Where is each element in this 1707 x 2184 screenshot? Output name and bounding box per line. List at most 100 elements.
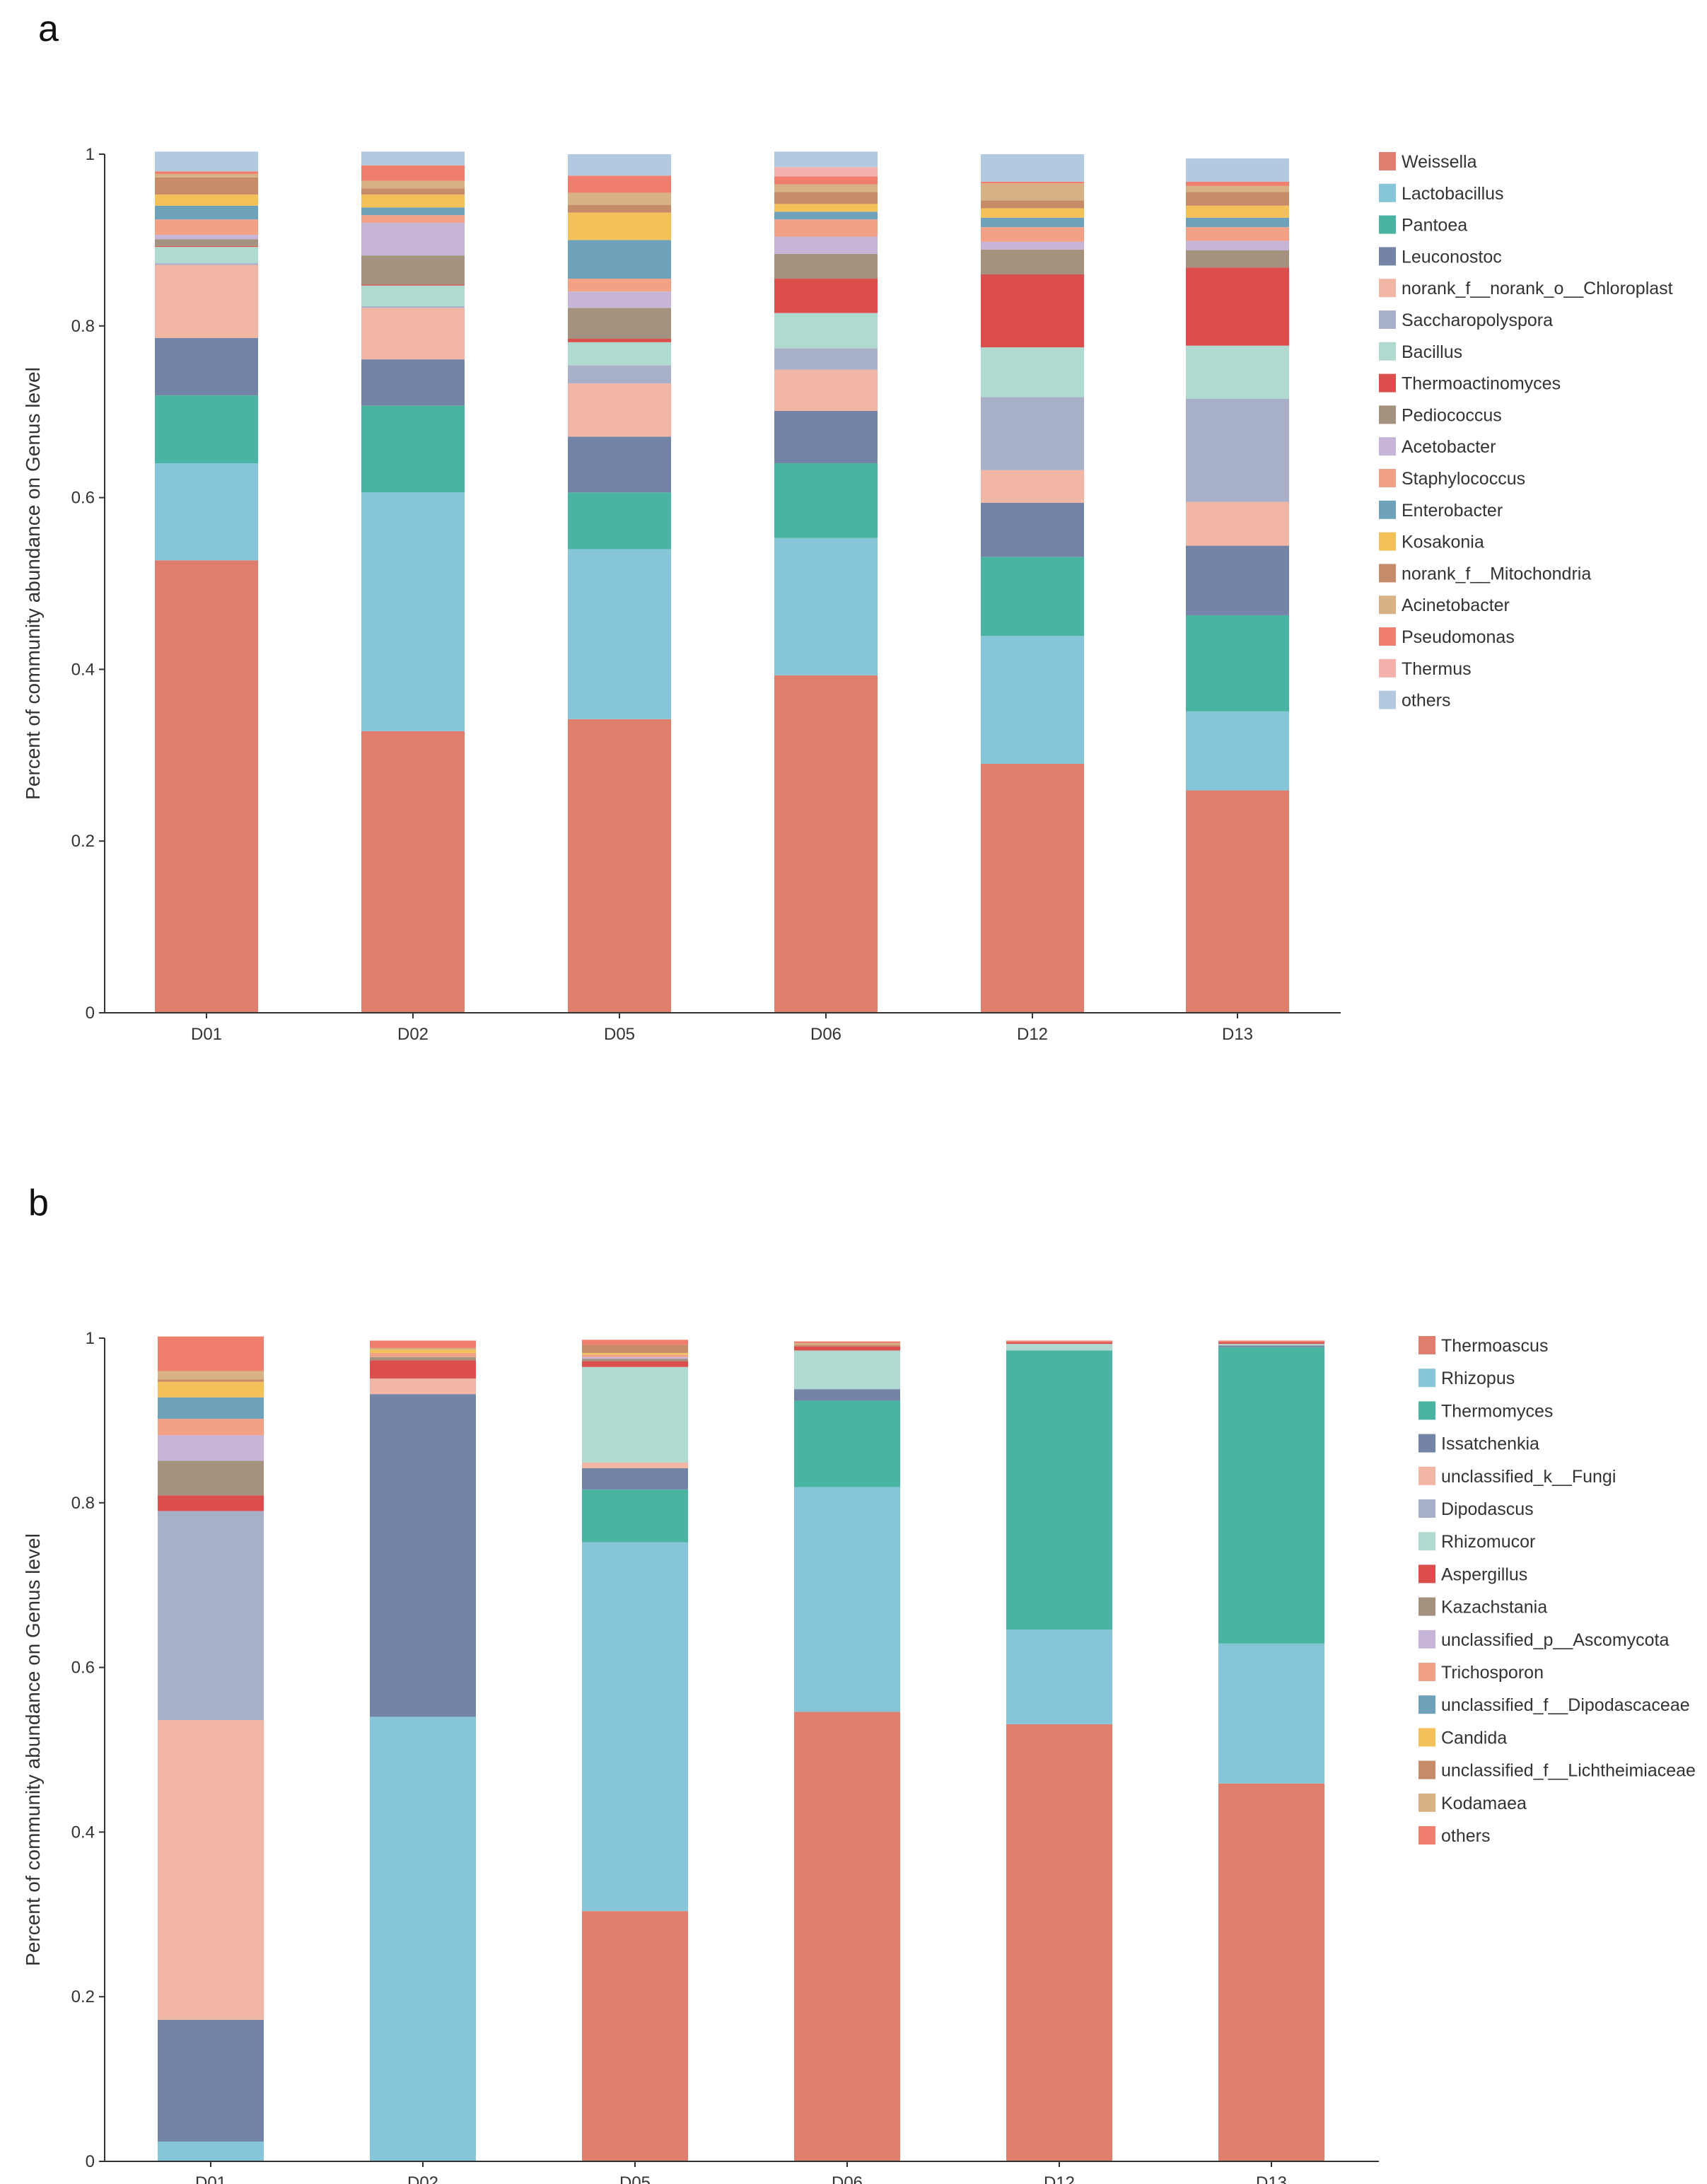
bar-segment-Trichosporon xyxy=(370,1352,476,1357)
legend-label: Thermomyces xyxy=(1441,1401,1553,1421)
x-tick-label: D02 xyxy=(407,2173,438,2184)
bar-segment-Enterobacter xyxy=(155,205,258,220)
bar-segment-Enterobacter xyxy=(1186,217,1289,228)
legend-swatch xyxy=(1379,437,1396,456)
bar-segment-others xyxy=(158,1336,264,1371)
legend-item: others xyxy=(1418,1826,1490,1846)
bar-segment-Trichosporon xyxy=(582,1354,688,1357)
legend-swatch xyxy=(1379,247,1396,266)
legend-swatch xyxy=(1379,405,1396,424)
bar-segment-Rhizomucor xyxy=(794,1350,900,1390)
legend-item: Thermomyces xyxy=(1418,1401,1553,1421)
bar-segment-Kosakonia xyxy=(568,212,671,240)
legend-label: norank_f__norank_o__Chloroplast xyxy=(1402,279,1673,298)
bar-segment-Pediococcus xyxy=(1186,250,1289,268)
legend-swatch xyxy=(1379,532,1396,551)
bar-segment-Pseudomonas xyxy=(155,171,258,174)
bar-segment-Issatchenkia xyxy=(158,2019,264,2142)
legend-item: Pantoea xyxy=(1379,215,1467,236)
legend-label: Acetobacter xyxy=(1402,437,1496,457)
bar-segment-Pseudomonas xyxy=(568,175,671,193)
bar-segment-Staphylococcus xyxy=(774,219,878,237)
bar-segment-unclassified_k__Fungi xyxy=(370,1378,476,1395)
bar-segment-Rhizomucor xyxy=(582,1366,688,1463)
legend-item: others xyxy=(1379,690,1450,711)
y-tick-label: 1 xyxy=(86,1329,95,1348)
bar-segment-Rhizomucor xyxy=(1218,1344,1324,1346)
bar-segment-Acinetobacter xyxy=(155,173,258,178)
legend-item: Bacillus xyxy=(1379,342,1462,362)
legend-swatch xyxy=(1379,215,1396,234)
bar-stack-D13 xyxy=(1218,1340,1324,2161)
legend-swatch xyxy=(1379,658,1396,678)
legend-item: Staphylococcus xyxy=(1379,469,1525,489)
x-tick-label: D05 xyxy=(619,2173,651,2184)
legend-swatch xyxy=(1418,1466,1435,1485)
y-tick-label: 0.4 xyxy=(71,1823,95,1842)
x-tick-label: D06 xyxy=(832,2173,863,2184)
bar-segment-Thermomyces xyxy=(794,1400,900,1487)
legend-label: Thermus xyxy=(1402,659,1472,679)
legend-label: unclassified_k__Fungi xyxy=(1441,1467,1616,1487)
bar-segment-norank_f__Mitochondria xyxy=(774,192,878,204)
bar-segment-Saccharopolyspora xyxy=(1186,398,1289,502)
bar-segment-Issatchenkia xyxy=(1218,1345,1324,1347)
bar-segment-Pantoea xyxy=(981,557,1084,637)
bar-segment-Enterobacter xyxy=(774,211,878,220)
bar-segment-norank_f__Mitochondria xyxy=(568,204,671,213)
bar-segment-Lactobacillus xyxy=(774,538,878,675)
bar-segment-Staphylococcus xyxy=(568,279,671,292)
bar-segment-Aspergillus xyxy=(370,1360,476,1379)
bar-segment-Aspergillus xyxy=(794,1346,900,1351)
bar-segment-unclassified_p__Ascomycota xyxy=(582,1357,688,1359)
bar-segment-Enterobacter xyxy=(361,207,465,216)
legend-item: Saccharopolyspora xyxy=(1379,310,1553,330)
bar-segment-Weissella xyxy=(361,731,465,1013)
legend-label: unclassified_f__Lichtheimiaceae xyxy=(1441,1761,1696,1781)
legend-label: Enterobacter xyxy=(1402,501,1503,521)
bar-segment-norank_f__Mitochondria xyxy=(1186,192,1289,206)
bar-segment-Kosakonia xyxy=(361,194,465,208)
bar-segment-norank_f__norank_o__Chloroplast xyxy=(1186,501,1289,546)
bar-segment-Kazachstania xyxy=(158,1460,264,1496)
legend-swatch xyxy=(1418,1401,1435,1420)
x-tick-label: D12 xyxy=(1044,2173,1075,2184)
legend-swatch xyxy=(1418,1564,1435,1584)
legend-item: unclassified_p__Ascomycota xyxy=(1418,1630,1669,1650)
bar-segment-others xyxy=(1186,158,1289,182)
bar-segment-norank_f__norank_o__Chloroplast xyxy=(361,308,465,360)
y-tick-label: 0 xyxy=(86,1004,95,1023)
bar-segment-Thermus xyxy=(774,167,878,177)
bar-stack-D12 xyxy=(1006,1340,1112,2161)
legend-swatch xyxy=(1379,183,1396,202)
bar-segment-Enterobacter xyxy=(981,217,1084,228)
bar-segment-Pantoea xyxy=(361,405,465,493)
legend-label: Candida xyxy=(1441,1728,1507,1748)
panel-label: b xyxy=(28,1183,49,1224)
bar-stack-D12 xyxy=(981,154,1084,1013)
bar-segment-others xyxy=(370,1340,476,1348)
bar-segment-Aspergillus xyxy=(158,1495,264,1511)
y-axis-label: Percent of community abundance on Genus … xyxy=(22,1533,44,1966)
bar-segment-Candida xyxy=(370,1349,476,1353)
legend-label: Trichosporon xyxy=(1441,1663,1544,1683)
bar-segment-Leuconostoc xyxy=(155,337,258,396)
bar-segment-Thermoactinomyces xyxy=(1186,267,1289,346)
legend-item: Thermus xyxy=(1379,658,1472,679)
bar-segment-Thermoactinomyces xyxy=(981,274,1084,348)
bar-segment-Lactobacillus xyxy=(1186,711,1289,791)
bar-segment-Thermoascus xyxy=(794,1712,900,2161)
y-tick-label: 0.6 xyxy=(71,489,95,508)
legend-label: Lactobacillus xyxy=(1402,184,1504,204)
legend-item: Candida xyxy=(1418,1728,1507,1748)
bar-stack-D13 xyxy=(1186,158,1289,1013)
legend-swatch xyxy=(1418,1336,1435,1354)
legend-label: Pediococcus xyxy=(1402,405,1502,425)
bar-segment-Pediococcus xyxy=(981,249,1084,274)
legend-label: Dipodascus xyxy=(1441,1499,1534,1519)
bar-segment-Acetobacter xyxy=(1186,240,1289,250)
legend-item: Aspergillus xyxy=(1418,1564,1527,1584)
bar-segment-Lactobacillus xyxy=(155,463,258,561)
bar-segment-Dipodascus xyxy=(158,1511,264,1721)
bar-segment-Acinetobacter xyxy=(568,192,671,205)
